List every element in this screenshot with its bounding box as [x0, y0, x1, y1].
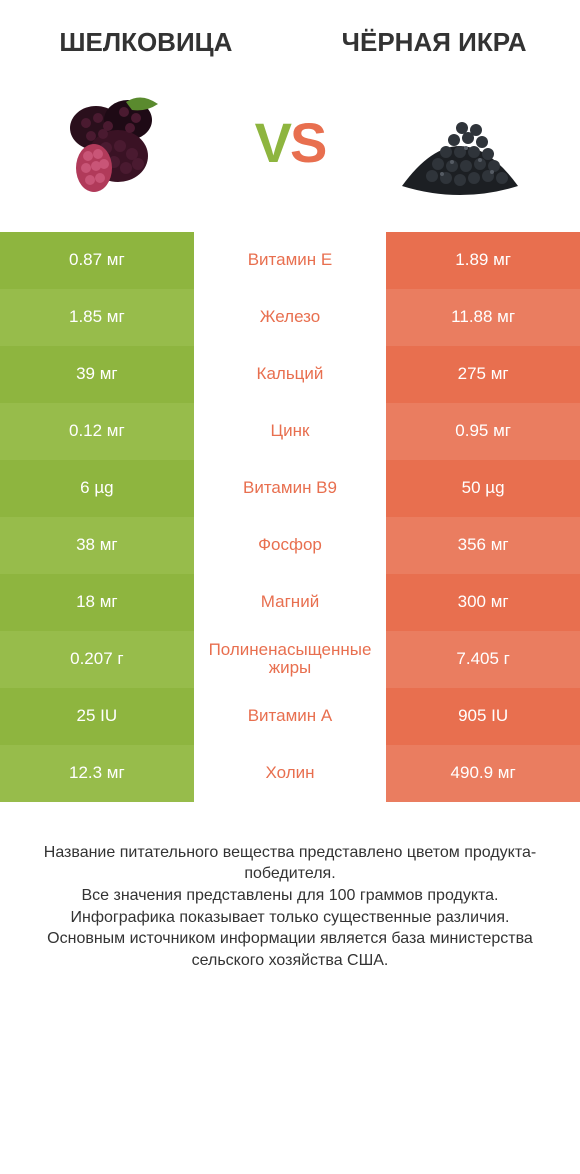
right-value: 50 µg [386, 460, 580, 517]
left-value: 12.3 мг [0, 745, 194, 802]
right-value: 275 мг [386, 346, 580, 403]
right-value: 356 мг [386, 517, 580, 574]
right-value: 1.89 мг [386, 232, 580, 289]
comparison-table: 0.87 мгВитамин E1.89 мг1.85 мгЖелезо11.8… [0, 232, 580, 802]
table-row: 1.85 мгЖелезо11.88 мг [0, 289, 580, 346]
left-value: 38 мг [0, 517, 194, 574]
table-row: 0.207 гПолиненасыщенные жиры7.405 г [0, 631, 580, 688]
nutrient-label: Холин [194, 745, 387, 802]
header: ШЕЛКОВИЦА ЧЁРНАЯ ИКРА [0, 0, 580, 58]
left-value: 39 мг [0, 346, 194, 403]
table-row: 39 мгКальций275 мг [0, 346, 580, 403]
table-row: 18 мгМагний300 мг [0, 574, 580, 631]
nutrient-label: Железо [194, 289, 387, 346]
table-row: 0.12 мгЦинк0.95 мг [0, 403, 580, 460]
left-value: 0.207 г [0, 631, 194, 688]
right-value: 300 мг [386, 574, 580, 631]
left-value: 1.85 мг [0, 289, 194, 346]
nutrient-label: Витамин B9 [194, 460, 387, 517]
right-product-title: ЧЁРНАЯ ИКРА [316, 28, 552, 58]
left-value: 0.87 мг [0, 232, 194, 289]
right-value: 7.405 г [386, 631, 580, 688]
footer-line: Все значения представлены для 100 граммо… [30, 885, 550, 907]
table-row: 25 IUВитамин A905 IU [0, 688, 580, 745]
left-value: 0.12 мг [0, 403, 194, 460]
left-value: 6 µg [0, 460, 194, 517]
footer-line: Основным источником информации является … [30, 928, 550, 971]
footer-line: Инфографика показывает только существенн… [30, 907, 550, 929]
right-value: 905 IU [386, 688, 580, 745]
vs-s: S [290, 111, 325, 174]
table-row: 0.87 мгВитамин E1.89 мг [0, 232, 580, 289]
table-row: 6 µgВитамин B950 µg [0, 460, 580, 517]
right-value: 11.88 мг [386, 289, 580, 346]
nutrient-label: Витамин E [194, 232, 387, 289]
table-row: 12.3 мгХолин490.9 мг [0, 745, 580, 802]
nutrient-label: Фосфор [194, 517, 387, 574]
left-value: 18 мг [0, 574, 194, 631]
right-product-image [374, 78, 544, 208]
vs-label: VS [255, 110, 326, 175]
nutrient-label: Полиненасыщенные жиры [194, 631, 387, 688]
nutrient-label: Кальций [194, 346, 387, 403]
image-row: VS [0, 58, 580, 232]
nutrient-label: Витамин A [194, 688, 387, 745]
right-value: 0.95 мг [386, 403, 580, 460]
left-product-title: ШЕЛКОВИЦА [28, 28, 264, 58]
nutrient-label: Магний [194, 574, 387, 631]
footer: Название питательного вещества представл… [0, 802, 580, 972]
right-value: 490.9 мг [386, 745, 580, 802]
footer-line: Название питательного вещества представл… [30, 842, 550, 885]
left-product-image [36, 78, 206, 208]
vs-v: V [255, 111, 290, 174]
left-value: 25 IU [0, 688, 194, 745]
table-row: 38 мгФосфор356 мг [0, 517, 580, 574]
nutrient-label: Цинк [194, 403, 387, 460]
